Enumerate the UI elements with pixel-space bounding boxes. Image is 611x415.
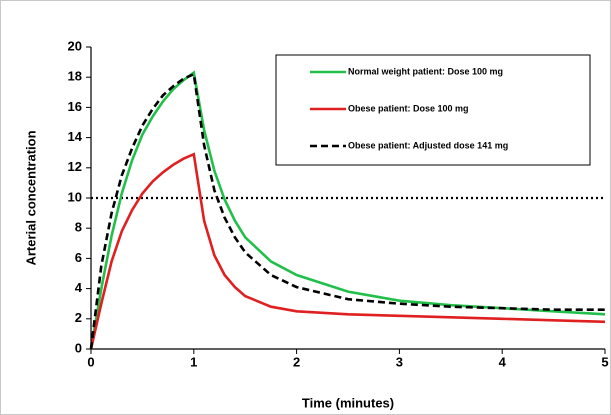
x-tick-label: 3 (396, 354, 403, 369)
series-line (89, 72, 605, 350)
series-line (89, 70, 606, 350)
x-axis-title: Time (minutes) (302, 395, 394, 410)
x-tick-label: 0 (87, 354, 94, 369)
y-tick-label: 0 (75, 340, 82, 355)
y-axis-title: Arterial concentration (23, 130, 38, 265)
x-tick-label: 4 (499, 354, 507, 369)
legend-label: Normal weight patient: Dose 100 mg (348, 66, 503, 76)
y-tick-label: 18 (68, 69, 82, 84)
series-line (89, 152, 606, 350)
legend-label: Obese patient: Dose 100 mg (348, 103, 469, 113)
y-tick-label: 4 (75, 280, 83, 295)
x-tick-label: 1 (190, 354, 197, 369)
y-tick-label: 2 (75, 310, 82, 325)
y-tick-label: 12 (68, 159, 82, 174)
y-tick-label: 20 (68, 38, 82, 53)
y-tick-label: 16 (68, 99, 82, 114)
x-tick-label: 2 (293, 354, 300, 369)
y-tick-label: 6 (75, 250, 82, 265)
x-tick-label: 5 (601, 354, 608, 369)
y-tick-label: 8 (75, 220, 82, 235)
y-tick-label: 10 (68, 189, 82, 204)
legend-label: Obese patient: Adjusted dose 141 mg (348, 140, 508, 150)
y-tick-label: 14 (68, 129, 83, 144)
